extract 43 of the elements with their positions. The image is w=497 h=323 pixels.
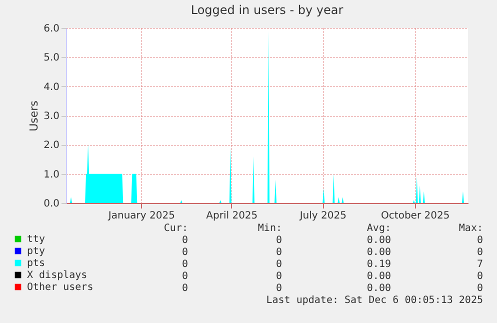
legend-label: X displays (27, 270, 88, 281)
text: 0.00 (366, 271, 391, 282)
text: 0.00 (366, 235, 391, 246)
y-tick-label: 6.0 (44, 24, 60, 34)
text: 0 (476, 235, 483, 246)
y-axis-title: Users (28, 100, 41, 132)
text: 0 (182, 283, 188, 294)
text: 0 (276, 271, 282, 282)
text: 0.19 (366, 259, 391, 270)
text: Last update: Sat Dec 6 00:05:13 2025 (266, 295, 483, 306)
text: Max: (458, 223, 483, 234)
text: Avg: (366, 223, 391, 234)
text: 0.00 (366, 247, 391, 258)
legend-label: tty (27, 234, 46, 245)
text: 0.00 (366, 283, 391, 294)
y-tick-label: 3.0 (44, 111, 60, 122)
text: 0 (276, 283, 282, 294)
y-tick-label: 4.0 (44, 82, 60, 93)
text: 0 (476, 247, 483, 258)
legend-label: pty (27, 246, 46, 257)
text: 0 (276, 247, 282, 258)
x-tick-label: October 2025 (381, 210, 450, 222)
text: 0 (276, 259, 282, 270)
text: 0 (476, 283, 483, 294)
text: 7 (476, 259, 483, 270)
y-tick-label: 5.0 (44, 52, 60, 64)
text: 0 (182, 247, 188, 258)
legend-label: Other users (27, 282, 94, 293)
text: Cur: (164, 223, 188, 234)
x-tick-label: July 2025 (298, 210, 346, 222)
y-tick-label: 2.0 (44, 140, 60, 152)
x-tick-label: January 2025 (107, 210, 175, 222)
text: 0 (182, 259, 188, 270)
y-tick-label: 0.0 (44, 198, 60, 210)
text: 0 (476, 271, 483, 282)
chart-title: Logged in users - by year (190, 3, 344, 17)
text: Min: (258, 223, 282, 234)
x-tick-label: April 2025 (206, 210, 258, 222)
text: 0 (182, 271, 188, 282)
legend-label: pts (27, 258, 46, 269)
y-tick-label: 1.0 (44, 169, 60, 180)
text: 0 (182, 235, 188, 246)
text: 0 (276, 235, 282, 246)
